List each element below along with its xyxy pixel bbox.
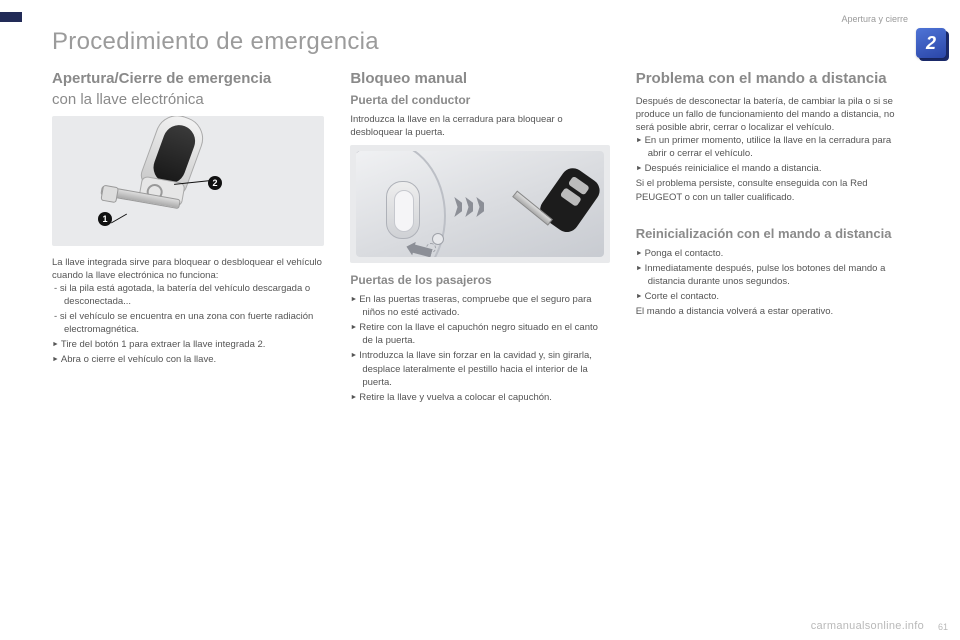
callout-marker-1: 1: [98, 212, 112, 226]
list-item: Abra o cierre el vehículo con la llave.: [64, 353, 324, 366]
section-color-tab: [0, 12, 22, 22]
footer-watermark: carmanualsonline.info: [811, 620, 924, 632]
column-remote-problem: Problema con el mando a distancia Despué…: [636, 70, 908, 406]
col1-heading-line2: con la llave electrónica: [52, 91, 324, 110]
list-item: si el vehículo se encuentra en una zona …: [64, 310, 324, 336]
page-title: Procedimiento de emergencia: [52, 28, 908, 56]
key-fob-inserting: [488, 151, 603, 257]
list-item: Retire la llave y vuelva a colocar el ca…: [362, 391, 609, 404]
fob2-body: [535, 163, 604, 236]
list-item: Después reinicialice el mando a distanci…: [648, 162, 908, 175]
col3-p2: Si el problema persiste, consulte ensegu…: [636, 177, 908, 203]
badge-number: 2: [916, 28, 946, 58]
figure-key-fob: 1 2: [52, 116, 324, 246]
column-emergency-key: Apertura/Cierre de emergencia con la lla…: [52, 70, 324, 406]
page-number: 61: [938, 622, 948, 632]
col2-sub1: Puerta del conductor: [350, 93, 609, 107]
manual-page: Apertura y cierre 2 Procedimiento de eme…: [0, 0, 960, 640]
col3-sub2: Reinicialización con el mando a distanci…: [636, 226, 908, 241]
spacer: [636, 204, 908, 222]
list-item: En un primer momento, utilice la llave e…: [648, 134, 908, 160]
door-handle: [386, 181, 420, 239]
list-item: En las puertas traseras, compruebe que e…: [362, 293, 609, 319]
col3-heading: Problema con el mando a distancia: [636, 70, 908, 89]
door-panel: [356, 151, 603, 257]
col3-p1: Después de desconectar la batería, de ca…: [636, 95, 908, 134]
fob-button: [168, 127, 191, 145]
list-item: Introduzca la llave sin forzar en la cav…: [362, 349, 609, 388]
col2-p1: Introduzca la llave en la cerradura para…: [350, 113, 609, 139]
list-item: Ponga el contacto.: [648, 247, 908, 260]
chapter-badge: 2: [916, 28, 946, 58]
col2-step-list: En las puertas traseras, compruebe que e…: [350, 293, 609, 404]
col2-sub2: Puertas de los pasajeros: [350, 273, 609, 287]
insert-arrows: [454, 197, 484, 217]
list-item: si la pila está agotada, la batería del …: [64, 282, 324, 308]
col1-intro: La llave integrada sirve para bloquear o…: [52, 256, 324, 282]
col1-step-list: Tire del botón 1 para extraer la llave i…: [52, 338, 324, 366]
callout-marker-2: 2: [208, 176, 222, 190]
column-manual-lock: Bloqueo manual Puerta del conductor Intr…: [350, 70, 609, 406]
breadcrumb: Apertura y cierre: [841, 14, 908, 24]
col2-heading: Bloqueo manual: [350, 70, 609, 89]
col3-step-list-1: En un primer momento, utilice la llave e…: [636, 134, 908, 175]
list-item: Inmediatamente después, pulse los botone…: [648, 262, 908, 288]
list-item: Tire del botón 1 para extraer la llave i…: [64, 338, 324, 351]
list-item: Corte el contacto.: [648, 290, 908, 303]
col1-heading-line1: Apertura/Cierre de emergencia: [52, 70, 324, 89]
fob-button: [157, 158, 180, 176]
col3-step-list-2: Ponga el contacto. Inmediatamente despué…: [636, 247, 908, 303]
list-item: Retire con la llave el capuchón negro si…: [362, 321, 609, 347]
col1-bullet-list: si la pila está agotada, la batería del …: [52, 282, 324, 336]
fob-button: [163, 143, 186, 161]
figure-door-lock: [350, 145, 609, 263]
content-columns: Apertura/Cierre de emergencia con la lla…: [52, 70, 908, 406]
col3-p3: El mando a distancia volverá a estar ope…: [636, 305, 908, 318]
